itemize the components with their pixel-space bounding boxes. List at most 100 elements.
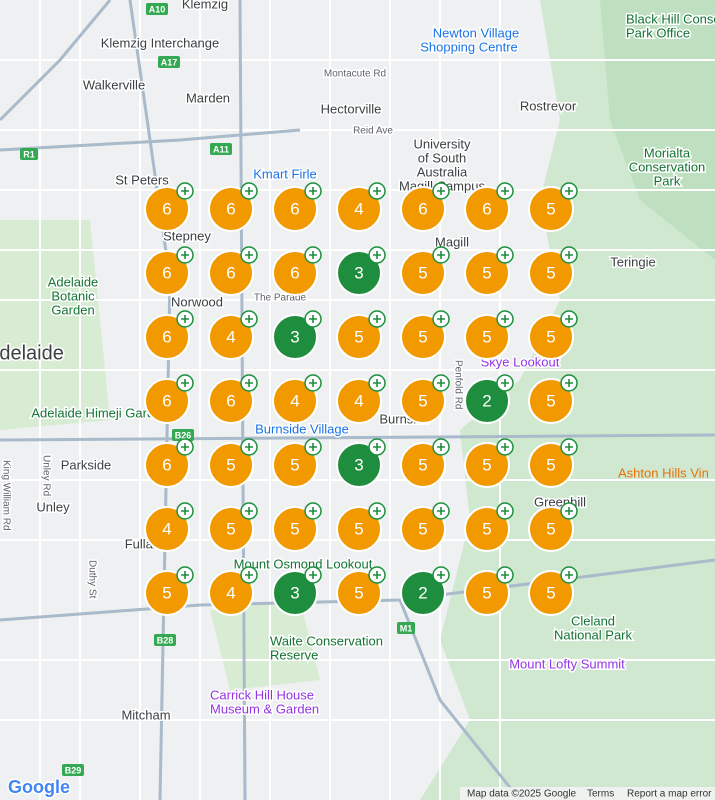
cluster-marker[interactable]: 5 (464, 502, 514, 552)
cluster-marker[interactable]: 5 (208, 438, 258, 488)
cluster-circle[interactable] (272, 250, 318, 296)
cluster-marker[interactable]: 5 (336, 502, 386, 552)
cluster-marker[interactable]: 6 (400, 182, 450, 232)
cluster-marker[interactable]: 6 (272, 246, 322, 296)
cluster-circle[interactable] (336, 570, 382, 616)
cluster-marker[interactable]: 3 (336, 438, 386, 488)
cluster-circle[interactable] (144, 506, 190, 552)
cluster-marker[interactable]: 6 (144, 310, 194, 360)
cluster-marker[interactable]: 2 (400, 566, 450, 616)
cluster-circle[interactable] (144, 570, 190, 616)
report-link[interactable]: Report a map error (627, 789, 712, 800)
cluster-circle[interactable] (400, 378, 446, 424)
cluster-circle[interactable] (400, 570, 446, 616)
cluster-circle[interactable] (272, 314, 318, 360)
cluster-marker[interactable]: 5 (528, 182, 578, 232)
cluster-circle[interactable] (528, 378, 574, 424)
cluster-marker[interactable]: 3 (272, 310, 322, 360)
cluster-marker[interactable]: 5 (400, 438, 450, 488)
cluster-circle[interactable] (464, 250, 510, 296)
cluster-marker[interactable]: 6 (208, 374, 258, 424)
cluster-circle[interactable] (400, 250, 446, 296)
cluster-marker[interactable]: 5 (464, 438, 514, 488)
cluster-marker[interactable]: 5 (400, 310, 450, 360)
cluster-marker[interactable]: 5 (144, 566, 194, 616)
cluster-marker[interactable]: 5 (208, 502, 258, 552)
cluster-marker[interactable]: 5 (464, 566, 514, 616)
cluster-marker[interactable]: 5 (400, 246, 450, 296)
cluster-circle[interactable] (528, 186, 574, 232)
cluster-marker[interactable]: 6 (144, 374, 194, 424)
cluster-circle[interactable] (528, 506, 574, 552)
cluster-circle[interactable] (528, 250, 574, 296)
cluster-circle[interactable] (336, 250, 382, 296)
cluster-circle[interactable] (528, 314, 574, 360)
cluster-circle[interactable] (400, 506, 446, 552)
cluster-marker[interactable]: 3 (272, 566, 322, 616)
cluster-marker[interactable]: 5 (528, 374, 578, 424)
cluster-circle[interactable] (464, 442, 510, 488)
cluster-circle[interactable] (464, 186, 510, 232)
cluster-marker[interactable]: 6 (144, 182, 194, 232)
cluster-circle[interactable] (208, 186, 254, 232)
cluster-circle[interactable] (336, 186, 382, 232)
cluster-circle[interactable] (144, 314, 190, 360)
cluster-marker[interactable]: 5 (464, 310, 514, 360)
cluster-circle[interactable] (336, 506, 382, 552)
cluster-circle[interactable] (272, 378, 318, 424)
cluster-marker[interactable]: 5 (272, 438, 322, 488)
cluster-marker[interactable]: 3 (336, 246, 386, 296)
cluster-marker[interactable]: 5 (528, 502, 578, 552)
cluster-marker[interactable]: 5 (336, 566, 386, 616)
cluster-marker[interactable]: 6 (208, 182, 258, 232)
cluster-circle[interactable] (464, 314, 510, 360)
cluster-circle[interactable] (528, 442, 574, 488)
cluster-circle[interactable] (528, 570, 574, 616)
cluster-circle[interactable] (208, 570, 254, 616)
cluster-circle[interactable] (208, 378, 254, 424)
cluster-circle[interactable] (464, 378, 510, 424)
cluster-circle[interactable] (400, 314, 446, 360)
cluster-marker[interactable]: 5 (528, 246, 578, 296)
cluster-marker[interactable]: 4 (336, 182, 386, 232)
cluster-marker[interactable]: 6 (144, 438, 194, 488)
cluster-marker[interactable]: 4 (208, 566, 258, 616)
cluster-circle[interactable] (144, 378, 190, 424)
cluster-marker[interactable]: 4 (144, 502, 194, 552)
cluster-circle[interactable] (464, 570, 510, 616)
cluster-circle[interactable] (144, 250, 190, 296)
cluster-marker[interactable]: 5 (528, 310, 578, 360)
cluster-circle[interactable] (144, 186, 190, 232)
cluster-marker[interactable]: 5 (464, 246, 514, 296)
cluster-circle[interactable] (208, 442, 254, 488)
cluster-marker[interactable]: 6 (464, 182, 514, 232)
cluster-marker[interactable]: 4 (272, 374, 322, 424)
cluster-marker[interactable]: 5 (528, 438, 578, 488)
cluster-marker[interactable]: 5 (336, 310, 386, 360)
cluster-circle[interactable] (272, 506, 318, 552)
cluster-marker[interactable]: 5 (528, 566, 578, 616)
cluster-circle[interactable] (400, 186, 446, 232)
cluster-marker[interactable]: 6 (208, 246, 258, 296)
cluster-circle[interactable] (144, 442, 190, 488)
cluster-marker[interactable]: 2 (464, 374, 514, 424)
cluster-circle[interactable] (336, 314, 382, 360)
cluster-marker[interactable]: 6 (272, 182, 322, 232)
cluster-marker[interactable]: 6 (144, 246, 194, 296)
cluster-circle[interactable] (208, 314, 254, 360)
cluster-marker[interactable]: 4 (208, 310, 258, 360)
cluster-circle[interactable] (400, 442, 446, 488)
cluster-marker[interactable]: 5 (400, 374, 450, 424)
cluster-circle[interactable] (272, 442, 318, 488)
terms-link[interactable]: Terms (587, 789, 614, 800)
cluster-circle[interactable] (208, 250, 254, 296)
cluster-circle[interactable] (208, 506, 254, 552)
cluster-marker[interactable]: 4 (336, 374, 386, 424)
cluster-circle[interactable] (272, 570, 318, 616)
cluster-circle[interactable] (272, 186, 318, 232)
cluster-circle[interactable] (336, 378, 382, 424)
cluster-circle[interactable] (464, 506, 510, 552)
cluster-marker[interactable]: 5 (400, 502, 450, 552)
cluster-marker[interactable]: 5 (272, 502, 322, 552)
